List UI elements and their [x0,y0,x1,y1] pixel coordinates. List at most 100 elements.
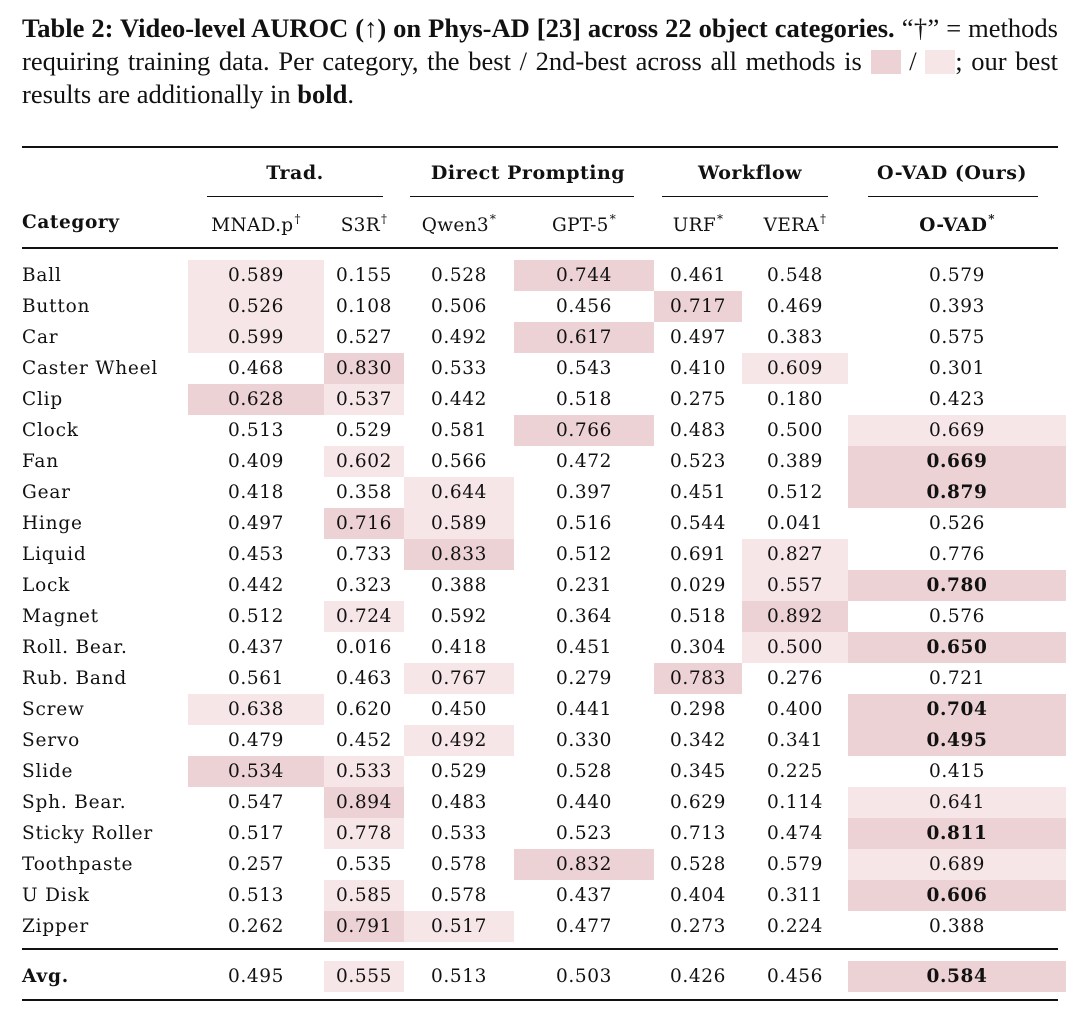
table-cell: 0.589 [404,508,514,539]
avg-value: 0.584 [848,961,1066,992]
col-header-mnad: MNAD.p† [211,212,301,236]
table-cell: 0.650 [848,632,1066,663]
table-cell: 0.500 [767,420,823,441]
table-cell: 0.523 [670,451,726,472]
table-cell: 0.894 [324,787,404,818]
table-cell: 0.528 [670,854,726,875]
row-category: Servo [22,730,81,751]
table-cell: 0.298 [670,699,726,720]
group-rule-direct-prompting [410,196,634,197]
avg-value: 0.495 [228,966,284,987]
table-cell: 0.518 [556,389,612,410]
table-cell: 0.275 [670,389,726,410]
col-header-gpt5: GPT-5* [551,212,616,236]
row-category: Clip [22,389,64,410]
table-cell: 0.557 [742,570,848,601]
table-cell: 0.311 [767,885,823,906]
group-header-ovad: O-VAD (Ours) [877,162,1027,184]
table-cell: 0.518 [670,606,726,627]
table-cell: 0.533 [431,823,487,844]
table-cell: 0.575 [929,327,985,348]
table-cell: 0.224 [767,916,823,937]
table-cell: 0.279 [556,668,612,689]
table-cell: 0.644 [404,477,514,508]
table-cell: 0.704 [848,694,1066,725]
table-cell: 0.479 [228,730,284,751]
table-cell: 0.364 [556,606,612,627]
table-cell: 0.415 [929,761,985,782]
table-cell: 0.410 [670,358,726,379]
table-cell: 0.262 [228,916,284,937]
caption-text: “†” = methods requiring training data. P… [22,13,1058,76]
table-cell: 0.512 [767,482,823,503]
table-caption: Table 2: Video-level AUROC (↑) on Phys-A… [22,12,1058,111]
table-cell: 0.441 [556,699,612,720]
table-cell: 0.437 [556,885,612,906]
table-cell: 0.397 [556,482,612,503]
table-cell: 0.474 [767,823,823,844]
table-cell: 0.879 [848,477,1066,508]
table-cell: 0.418 [431,637,487,658]
table-cell: 0.566 [431,451,487,472]
row-category: Zipper [22,916,90,937]
row-category: Lock [22,575,71,596]
table-cell: 0.713 [670,823,726,844]
table-cell: 0.301 [929,358,985,379]
table-cell: 0.418 [228,482,284,503]
table-cell: 0.440 [556,792,612,813]
table-cell: 0.892 [742,601,848,632]
table-cell: 0.543 [556,358,612,379]
table-cell: 0.534 [188,756,324,787]
table-cell: 0.537 [324,384,404,415]
table-cell: 0.450 [431,699,487,720]
table-cell: 0.585 [324,880,404,911]
row-category: Caster Wheel [22,358,159,379]
caption-bold-word: bold [297,79,348,109]
table-cell: 0.778 [324,818,404,849]
table-cell: 0.497 [228,513,284,534]
table-cell: 0.581 [431,420,487,441]
table-cell: 0.609 [742,353,848,384]
row-category: Roll. Bear. [22,637,128,658]
row-category: Car [22,327,59,348]
col-header-ovad: O-VAD* [919,212,995,236]
table-cell: 0.547 [228,792,284,813]
col-header-urf: URF* [672,212,724,236]
table-cell: 0.323 [336,575,392,596]
table-cell: 0.579 [767,854,823,875]
table-cell: 0.442 [431,389,487,410]
table-bottom-rule [22,999,1058,1001]
avg-label: Avg. [22,966,69,987]
table-cell: 0.500 [742,632,848,663]
table-cell: 0.029 [670,575,726,596]
table-cell: 0.629 [670,792,726,813]
row-category: U Disk [22,885,90,906]
caption-end: . [347,79,354,109]
table-cell: 0.231 [556,575,612,596]
table-cell: 0.526 [188,291,324,322]
row-category: Sticky Roller [22,823,154,844]
table-cell: 0.330 [556,730,612,751]
avg-value: 0.503 [556,966,612,987]
table-cell: 0.409 [228,451,284,472]
table-cell: 0.358 [336,482,392,503]
table-cell: 0.342 [670,730,726,751]
table-cell: 0.780 [848,570,1066,601]
table-cell: 0.513 [228,420,284,441]
table-cell: 0.669 [848,446,1066,477]
table-cell: 0.472 [556,451,612,472]
table-cell: 0.341 [767,730,823,751]
table-cell: 0.589 [188,260,324,291]
group-rule-ovad [868,196,1038,197]
table-cell: 0.529 [431,761,487,782]
table-cell: 0.451 [556,637,612,658]
table-cell: 0.641 [848,787,1066,818]
table-cell: 0.579 [929,265,985,286]
table-cell: 0.492 [404,725,514,756]
table-cell: 0.453 [228,544,284,565]
table-cell: 0.744 [514,260,654,291]
row-category: Ball [22,265,62,286]
second-best-swatch [925,50,956,74]
table-cell: 0.620 [336,699,392,720]
table-cell: 0.832 [514,849,654,880]
